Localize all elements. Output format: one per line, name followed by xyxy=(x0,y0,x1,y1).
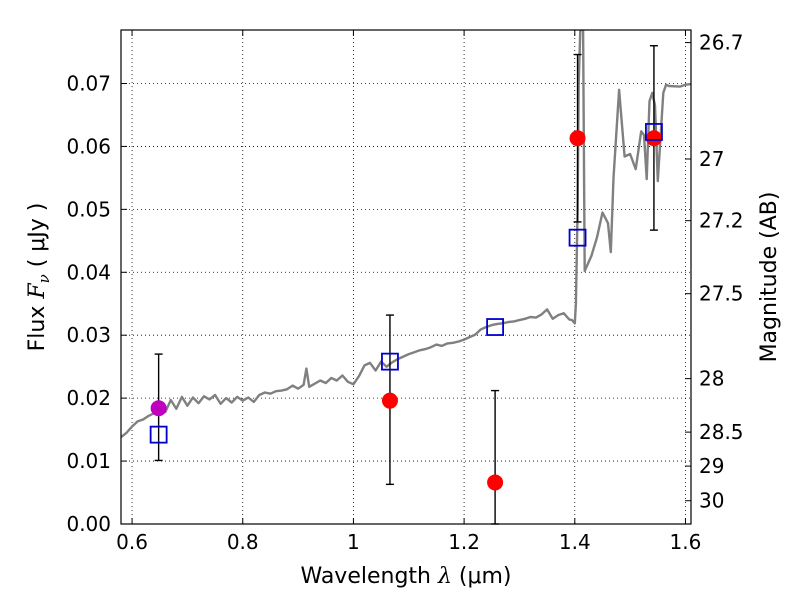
right-axis-label: Magnitude (AB) xyxy=(757,192,782,363)
magnitude-tick-label: 28 xyxy=(699,367,724,391)
y-tick-label: 0.05 xyxy=(66,197,111,221)
y-tick-label: 0.03 xyxy=(66,323,111,347)
sed-line-path xyxy=(121,30,691,439)
model-sed-line xyxy=(121,30,691,439)
axis-ticks: 0.6 0.8 1 1.2 1.4 1.6 0.00 0.01 0.02 0.03 0.04 0.05… xyxy=(66,30,744,554)
observed-point xyxy=(645,130,662,147)
y-tick-label: 0.02 xyxy=(66,386,111,410)
y-tick-label: 0.07 xyxy=(66,71,111,95)
model-point xyxy=(381,352,399,371)
observed-point xyxy=(381,392,398,409)
observed-point xyxy=(569,130,586,147)
model-point xyxy=(645,123,663,141)
magnitude-tick-label: 30 xyxy=(699,489,724,513)
x-axis-label: Wavelength λ (μm) xyxy=(300,564,511,589)
x-tick-label: 1.6 xyxy=(670,530,702,554)
data-markers xyxy=(149,123,663,491)
grid xyxy=(121,30,691,524)
magnitude-tick-label: 27.5 xyxy=(699,282,744,306)
magnitude-tick-label: 29 xyxy=(699,454,724,478)
magnitude-tick-label: 26.7 xyxy=(699,31,744,55)
x-tick-label: 1.2 xyxy=(448,530,480,554)
x-tick-label: 1 xyxy=(347,530,360,554)
model-point xyxy=(149,425,168,444)
magnitude-tick-label: 28.5 xyxy=(699,420,744,444)
y-tick-label: 0.06 xyxy=(66,134,111,158)
magnitude-tick-label: 27.2 xyxy=(699,209,744,233)
x-tick-label: 0.8 xyxy=(227,530,259,554)
x-tick-label: 1.4 xyxy=(559,530,591,554)
y-axis-label: Flux Fν ( μJy ) xyxy=(25,203,53,352)
observed-point xyxy=(487,474,504,491)
magnitude-tick-label: 27 xyxy=(699,147,724,171)
plot-frame xyxy=(120,29,692,525)
observed-point xyxy=(150,400,167,417)
y-tick-label: 0.01 xyxy=(66,449,111,473)
x-tick-label: 0.6 xyxy=(116,530,148,554)
model-point xyxy=(568,228,587,247)
model-point xyxy=(486,318,504,336)
y-tick-label: 0.00 xyxy=(66,512,111,536)
y-tick-label: 0.04 xyxy=(66,260,111,284)
